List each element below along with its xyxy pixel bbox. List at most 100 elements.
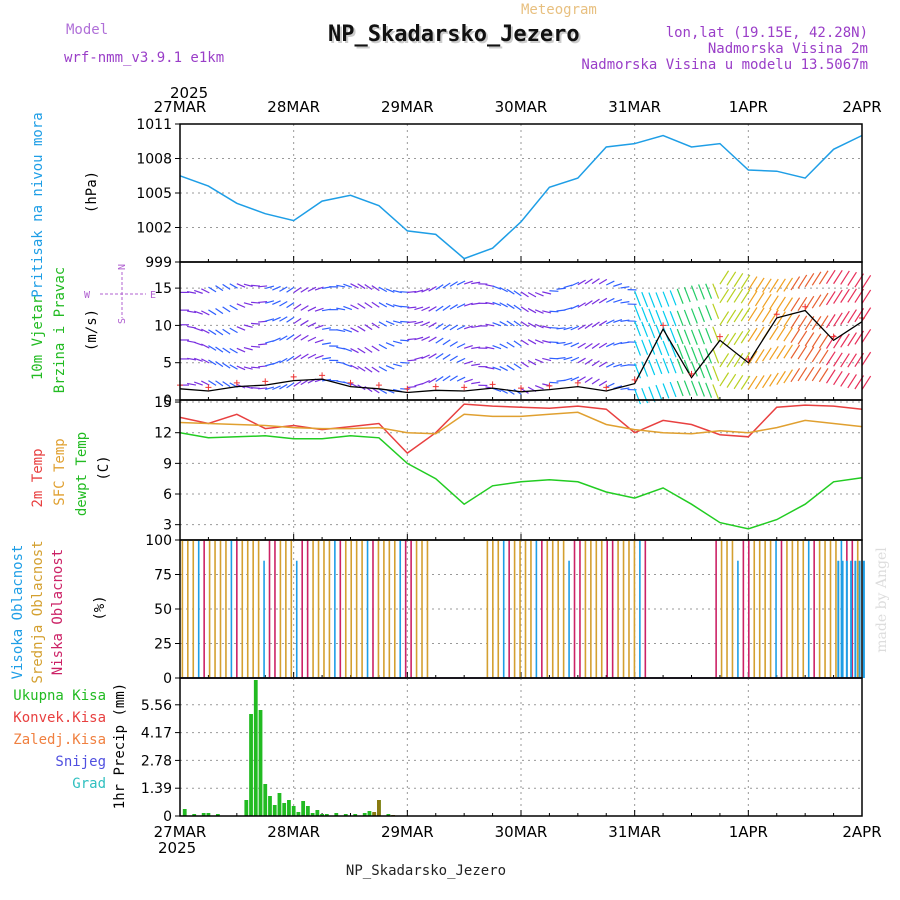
wind-arrow: [520, 321, 529, 328]
panel-wind: 0 5 10 15: [154, 261, 872, 409]
wind-arrow: [293, 334, 302, 341]
pressure-line: [179, 134, 863, 260]
panel-precip: 0 1.39 2.78 4.17 5.56: [141, 677, 863, 825]
wind-arrow: [598, 278, 608, 285]
wind-arrow: [286, 302, 295, 309]
wind-arrow: [456, 325, 466, 331]
wind-arrow: [570, 281, 580, 287]
wind-arrow: [542, 310, 552, 314]
wind-arrow: [272, 385, 281, 391]
wind-arrow: [371, 301, 380, 308]
wind-arrow: [641, 306, 649, 323]
wind-arrow: [513, 290, 522, 297]
gust-marker: [461, 384, 468, 391]
wind-arrow: [655, 339, 663, 356]
wind-arrow: [634, 320, 642, 337]
wind-arrow: [222, 381, 231, 388]
wind-arrow: [485, 301, 495, 305]
wind-arrow: [690, 346, 698, 363]
wind-arrow: [556, 341, 566, 345]
wind-arrow: [286, 382, 295, 389]
wind-arrow: [222, 347, 231, 354]
wind-arrow: [300, 334, 309, 341]
wind-arrow: [215, 308, 224, 315]
wind-arrow: [662, 310, 670, 327]
wind-arrow: [293, 318, 302, 325]
wind-arrow: [414, 289, 424, 294]
year-bottom: 2025: [158, 839, 196, 857]
wind-arrow: [762, 308, 772, 323]
wind-arrow: [804, 366, 815, 381]
wind-arrow: [265, 386, 275, 391]
wind-arrow: [449, 281, 458, 287]
precip-bar: [315, 810, 320, 816]
wind-arrow: [605, 362, 615, 368]
ytick-label-temperature: 6: [163, 487, 172, 503]
wind-arrow: [747, 276, 758, 291]
wind-arrow: [840, 333, 850, 348]
wind-arrow: [442, 353, 451, 360]
wind-arrow: [655, 384, 663, 401]
wind-arrow: [840, 372, 850, 387]
wind-arrow: [840, 310, 850, 325]
wind-arrow: [818, 349, 829, 364]
wind-arrow: [499, 287, 508, 293]
wind-arrow: [705, 283, 713, 299]
wind-arrow: [194, 357, 203, 362]
wind-arrow: [222, 328, 231, 335]
precip-legend-item: Grad: [72, 776, 106, 792]
wind-arrow: [733, 353, 744, 368]
wind-arrow: [463, 325, 473, 330]
wind-arrow: [733, 288, 744, 303]
wind-arrow: [428, 306, 437, 312]
wind-arrow: [797, 345, 808, 360]
dewpt-line: [179, 431, 863, 530]
wind-arrow: [471, 381, 481, 385]
wind-arrow: [364, 366, 373, 373]
wind-arrow: [265, 318, 275, 322]
bottom-date-31MAR: 31MAR: [608, 823, 661, 841]
precip-bar: [386, 814, 391, 816]
wind-arrow: [492, 301, 502, 306]
ytick-label-cloud: 75: [154, 568, 172, 584]
wind-arrow: [314, 354, 324, 359]
wind-arrow: [265, 285, 275, 290]
wind-arrow: [513, 304, 522, 311]
wind-arrow: [818, 334, 829, 349]
wind-arrow: [861, 275, 872, 290]
station-title: NP_Skadarsko_Jezero: [330, 24, 582, 49]
wind-arrow: [690, 329, 698, 345]
wind-arrow: [577, 342, 586, 349]
wind-arrow: [605, 297, 615, 303]
gust-marker: [830, 333, 837, 340]
wind-arrow: [463, 302, 473, 307]
precip-bar: [324, 814, 329, 816]
wind-arrow: [769, 278, 779, 293]
wind-arrow: [669, 342, 677, 358]
bottom-date-30MAR: 30MAR: [495, 823, 548, 841]
wind-arrow: [747, 290, 758, 305]
wind-arrow: [243, 302, 253, 306]
bottom-date-2APR: 2APR: [842, 823, 881, 841]
wind-arrow: [620, 387, 630, 390]
wind-arrow: [520, 306, 529, 313]
wind-arrow: [762, 278, 772, 293]
compass-e: E: [150, 290, 156, 301]
wind-arrow: [485, 366, 495, 370]
wind-arrow: [506, 288, 515, 295]
wind-arrow: [336, 307, 346, 311]
ytick-label-cloud: 0: [163, 671, 172, 687]
bottom-date-29MAR: 29MAR: [381, 823, 434, 841]
wind-arrow: [186, 291, 197, 294]
wind-arrow: [690, 308, 698, 324]
wind-arrow: [847, 309, 857, 324]
wind-arrow: [613, 319, 623, 323]
wind-arrow: [712, 303, 720, 319]
wind-arrow: [833, 312, 843, 327]
wind-arrow: [286, 316, 295, 323]
wind-arrow: [194, 381, 203, 386]
gust-marker: [802, 303, 809, 310]
wind-arrow: [520, 361, 529, 368]
wind-arrow: [833, 352, 843, 367]
wind-arrow: [783, 327, 794, 342]
